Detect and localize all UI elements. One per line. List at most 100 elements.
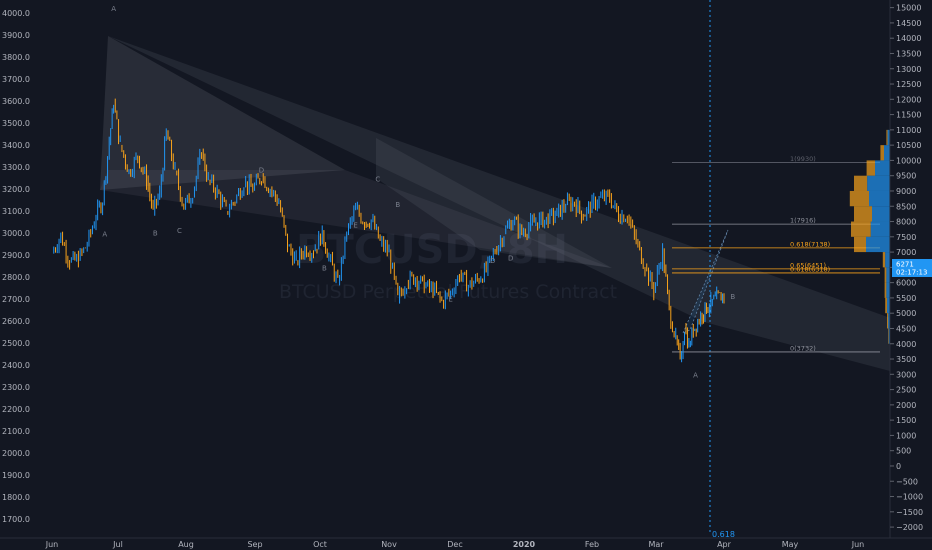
right-axis-tick-label: 8500: [896, 202, 916, 211]
volume-profile: [849, 129, 890, 344]
wave-label: E: [448, 295, 452, 303]
right-axis-tick-label: 6000: [896, 279, 916, 288]
triangle-pattern-3[interactable]: [376, 138, 612, 268]
right-axis-tick-label: 11500: [896, 111, 921, 120]
fib-level-label: 0.65(6451): [790, 261, 826, 269]
bar-countdown-label: 02:17:13: [896, 269, 927, 277]
volume-profile-bid-bar: [867, 175, 890, 191]
price-series: [53, 98, 725, 363]
volume-profile-ask-bar: [882, 252, 886, 268]
wave-label: E: [353, 222, 357, 230]
right-axis-tick-label: 10000: [896, 156, 921, 165]
left-axis-tick-label: 3000.0: [2, 229, 30, 238]
volume-profile-ask-bar: [854, 175, 868, 191]
right-axis-tick-label: −1500: [896, 508, 923, 517]
wave-label: A: [111, 5, 116, 13]
left-axis-tick-label: 3700.0: [2, 75, 30, 84]
time-axis-label: Jul: [112, 540, 123, 549]
drawing-layer[interactable]: 0.618: [100, 0, 932, 539]
right-axis-tick-label: 7000: [896, 248, 916, 257]
wave-label: B: [322, 265, 327, 273]
right-axis-tick-label: 9000: [896, 187, 916, 196]
time-axis-label: Oct: [313, 540, 327, 549]
left-axis-tick-label: 2700.0: [2, 295, 30, 304]
volume-profile-ask-bar: [886, 129, 888, 146]
fib-levels[interactable]: 1(9930) 1(7916) 0.618(7138) 0.65(6451)0.618…: [672, 155, 880, 352]
volume-profile-bid-bar: [887, 297, 890, 314]
right-axis-tick-label: 13500: [896, 49, 921, 58]
wave-label: B: [395, 201, 400, 209]
right-axis-tick-label: 12500: [896, 80, 921, 89]
left-axis-tick-label: 3600.0: [2, 97, 30, 106]
time-axis[interactable]: Jun Jul Aug Sep Oct Nov Dec 2020 Feb Mar Apr May Jun: [0, 537, 932, 550]
right-axis-tick-label: 2000: [896, 401, 916, 410]
left-axis-tick-label: 3300.0: [2, 163, 30, 172]
volume-profile-bid-bar: [869, 190, 890, 207]
left-axis-tick-label: 2500.0: [2, 339, 30, 348]
wave-label: C: [177, 227, 182, 235]
left-axis-tick-label: 1800.0: [2, 493, 30, 502]
fib-level-label: 0(3732): [790, 344, 816, 352]
left-price-axis[interactable]: 1600.01700.01800.01900.02000.02100.02200…: [0, 0, 30, 546]
volume-profile-ask-bar: [888, 328, 889, 344]
right-axis-tick-label: −1000: [896, 493, 923, 502]
left-axis-tick-label: 2400.0: [2, 361, 30, 370]
volume-profile-bid-bar: [885, 252, 890, 268]
right-axis-tick-label: 7500: [896, 233, 916, 242]
right-axis-tick-label: 14000: [896, 34, 921, 43]
left-axis-tick-label: 3100.0: [2, 207, 30, 216]
left-axis-tick-label: 2200.0: [2, 405, 30, 414]
right-axis-tick-label: 9500: [896, 172, 916, 181]
right-axis-tick-label: 15000: [896, 4, 921, 13]
time-axis-label: Apr: [717, 540, 732, 549]
left-axis-tick-label: 1700.0: [2, 515, 30, 524]
left-axis-tick-label: 2900.0: [2, 251, 30, 260]
right-axis-tick-label: 12000: [896, 95, 921, 104]
right-axis-tick-label: 3000: [896, 370, 916, 379]
volume-profile-bid-bar: [888, 328, 890, 344]
left-axis-tick-label: 3400.0: [2, 141, 30, 150]
triangle-pattern-2[interactable]: [100, 170, 612, 268]
volume-profile-bid-bar: [886, 282, 890, 298]
right-axis-tick-label: −500: [896, 477, 918, 486]
volume-profile-ask-bar: [866, 160, 875, 176]
watermark-description: BTCUSD Perpetual Futures Contract: [279, 281, 617, 303]
right-price-axis[interactable]: 1500014500140001350013000125001200011500…: [889, 0, 932, 547]
projection-line-label: 0.618: [712, 530, 735, 539]
time-axis-label: May: [782, 540, 799, 549]
right-axis-tick-label: 0: [896, 462, 901, 471]
time-axis-area: [0, 538, 932, 550]
wave-label: A: [693, 371, 698, 379]
left-axis-tick-label: 2100.0: [2, 427, 30, 436]
fib-level-label: 1(7916): [790, 217, 816, 225]
left-axis-tick-label: 3200.0: [2, 185, 30, 194]
time-axis-label: 2020: [513, 540, 536, 549]
left-axis-tick-label: 3800.0: [2, 53, 30, 62]
time-axis-label: Jun: [45, 540, 59, 549]
volume-profile-ask-bar: [880, 145, 884, 161]
right-axis-tick-label: 14500: [896, 19, 921, 28]
volume-profile-ask-bar: [885, 297, 887, 314]
right-axis-tick-label: 1000: [896, 431, 916, 440]
descending-channel[interactable]: [108, 36, 932, 382]
volume-profile-ask-bar: [849, 190, 869, 207]
projection-wedge[interactable]: [682, 229, 729, 334]
volume-profile-ask-bar: [851, 221, 871, 237]
time-axis-label: Feb: [585, 540, 599, 549]
right-axis-tick-label: 1500: [896, 416, 916, 425]
volume-profile-bid-bar: [870, 221, 890, 237]
triangle-pattern-1[interactable]: [100, 36, 345, 190]
time-axis-label: Sep: [247, 540, 262, 549]
volume-profile-ask-bar: [884, 282, 887, 298]
time-axis-label: Aug: [178, 540, 194, 549]
wave-label: D: [259, 167, 264, 175]
current-price-label: 6271: [896, 261, 914, 269]
wave-label: D: [508, 255, 513, 263]
right-axis-tick-label: −2000: [896, 523, 923, 532]
right-axis-tick-label: 4500: [896, 324, 916, 333]
left-axis-tick-label: 2000.0: [2, 449, 30, 458]
right-axis-tick-label: 11000: [896, 126, 921, 135]
volume-profile-ask-bar: [887, 313, 889, 329]
current-price-tag: [892, 259, 932, 277]
